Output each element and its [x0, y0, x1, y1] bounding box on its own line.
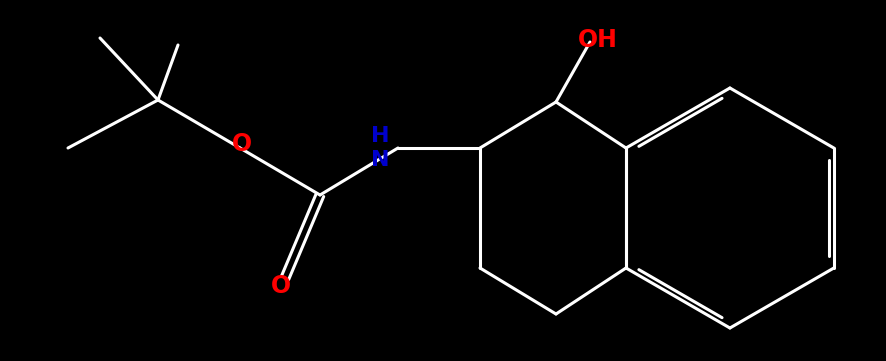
Text: H
N: H N: [371, 126, 390, 170]
Text: O: O: [270, 274, 291, 298]
Text: OH: OH: [578, 28, 618, 52]
Text: O: O: [231, 132, 252, 156]
